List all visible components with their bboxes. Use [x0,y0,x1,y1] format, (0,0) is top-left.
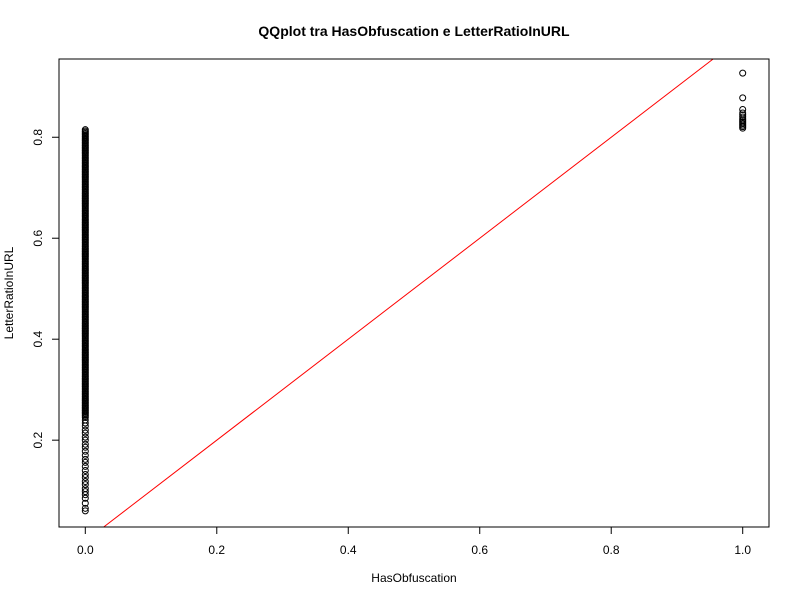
y-axis-label: LetterRatioInURL [2,246,16,339]
data-point [81,485,89,493]
data-point [81,447,89,455]
data-point [81,458,89,466]
x-tick-label: 0.2 [208,543,225,557]
data-point [81,494,89,502]
data-point [81,433,89,441]
data-point [81,426,89,434]
x-tick-label: 0.4 [340,543,357,557]
y-axis: 0.2 0.4 0.6 0.8 [31,129,60,449]
data-point [81,429,89,437]
y-tick-label: 0.8 [31,129,45,146]
x-tick-label: 1.0 [734,543,751,557]
data-point [81,455,89,463]
x-axis: 0.0 0.2 0.4 0.6 0.8 1.0 [77,526,751,557]
data-point [81,474,89,482]
data-points [81,69,747,515]
y-tick-label: 0.4 [31,331,45,348]
data-point [739,109,747,117]
data-point [81,443,89,451]
data-point [81,504,89,512]
data-point [739,69,747,77]
data-point [739,94,747,102]
plot-frame [58,58,770,528]
data-point [81,478,89,486]
x-axis-label: HasObfuscation [371,571,456,585]
data-point [81,499,89,507]
data-point [81,436,89,444]
x-tick-label: 0.0 [77,543,94,557]
reference-line-layer [103,58,714,528]
data-point [81,440,89,448]
data-point [81,462,89,470]
data-point [81,126,89,134]
data-point [81,466,89,474]
y-tick-label: 0.2 [31,432,45,449]
data-point [81,488,89,496]
data-point [739,105,747,113]
data-point [81,507,89,515]
data-point [81,471,89,478]
y-tick-label: 0.6 [31,230,45,247]
data-point [81,451,89,459]
reference-line [103,58,714,528]
data-point [739,113,747,121]
chart-title: QQplot tra HasObfuscation e LetterRatioI… [258,23,570,39]
x-tick-label: 0.6 [471,543,488,557]
data-point [81,481,89,489]
x-tick-label: 0.8 [603,543,620,557]
